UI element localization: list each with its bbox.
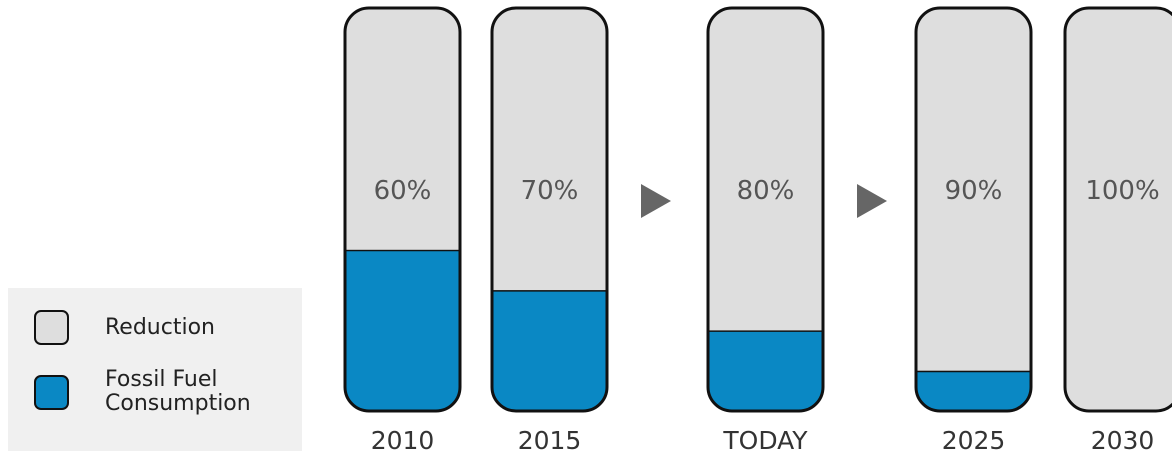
legend-label: Reduction xyxy=(105,314,215,340)
bar-outline xyxy=(490,6,609,413)
value-label: 70% xyxy=(521,176,579,206)
legend-label: Fossil Fuel Consumption xyxy=(105,367,251,416)
bar-outline xyxy=(914,6,1033,413)
bar-group xyxy=(345,8,460,411)
bar-group xyxy=(916,8,1031,411)
legend-swatch xyxy=(34,374,69,410)
legend: Reduction Fossil Fuel Consumption xyxy=(8,288,302,451)
bar-segment xyxy=(492,8,607,291)
value-label: 90% xyxy=(945,176,1003,206)
bar-segment xyxy=(345,249,460,411)
bar-outline xyxy=(343,6,462,413)
value-label: 80% xyxy=(737,176,795,206)
bar-group xyxy=(492,8,607,411)
value-label: 60% xyxy=(374,176,432,206)
bar-outline xyxy=(1063,6,1172,413)
arrow xyxy=(857,184,887,218)
x-tick-label: 2025 xyxy=(942,426,1006,455)
legend-item: Reduction xyxy=(34,310,275,345)
bar-segment xyxy=(916,8,1031,371)
bar-outline xyxy=(706,6,825,413)
bar-segment xyxy=(1065,8,1172,411)
arrow xyxy=(641,184,671,218)
x-tick-label: 2015 xyxy=(518,426,582,455)
value-label: 100% xyxy=(1085,176,1159,206)
x-tick-label: 2010 xyxy=(371,426,435,455)
bar-group xyxy=(708,8,823,411)
bar-segment xyxy=(345,8,460,250)
bar-segment xyxy=(916,370,1031,411)
x-tick-label: 2030 xyxy=(1091,426,1155,455)
bar-segment xyxy=(492,290,607,411)
bar-group xyxy=(1065,8,1172,411)
bar-segment xyxy=(708,8,823,331)
legend-item: Fossil Fuel Consumption xyxy=(34,368,265,416)
x-tick-label: TODAY xyxy=(722,426,808,455)
legend-swatch xyxy=(34,310,69,345)
bar-segment xyxy=(708,330,823,411)
